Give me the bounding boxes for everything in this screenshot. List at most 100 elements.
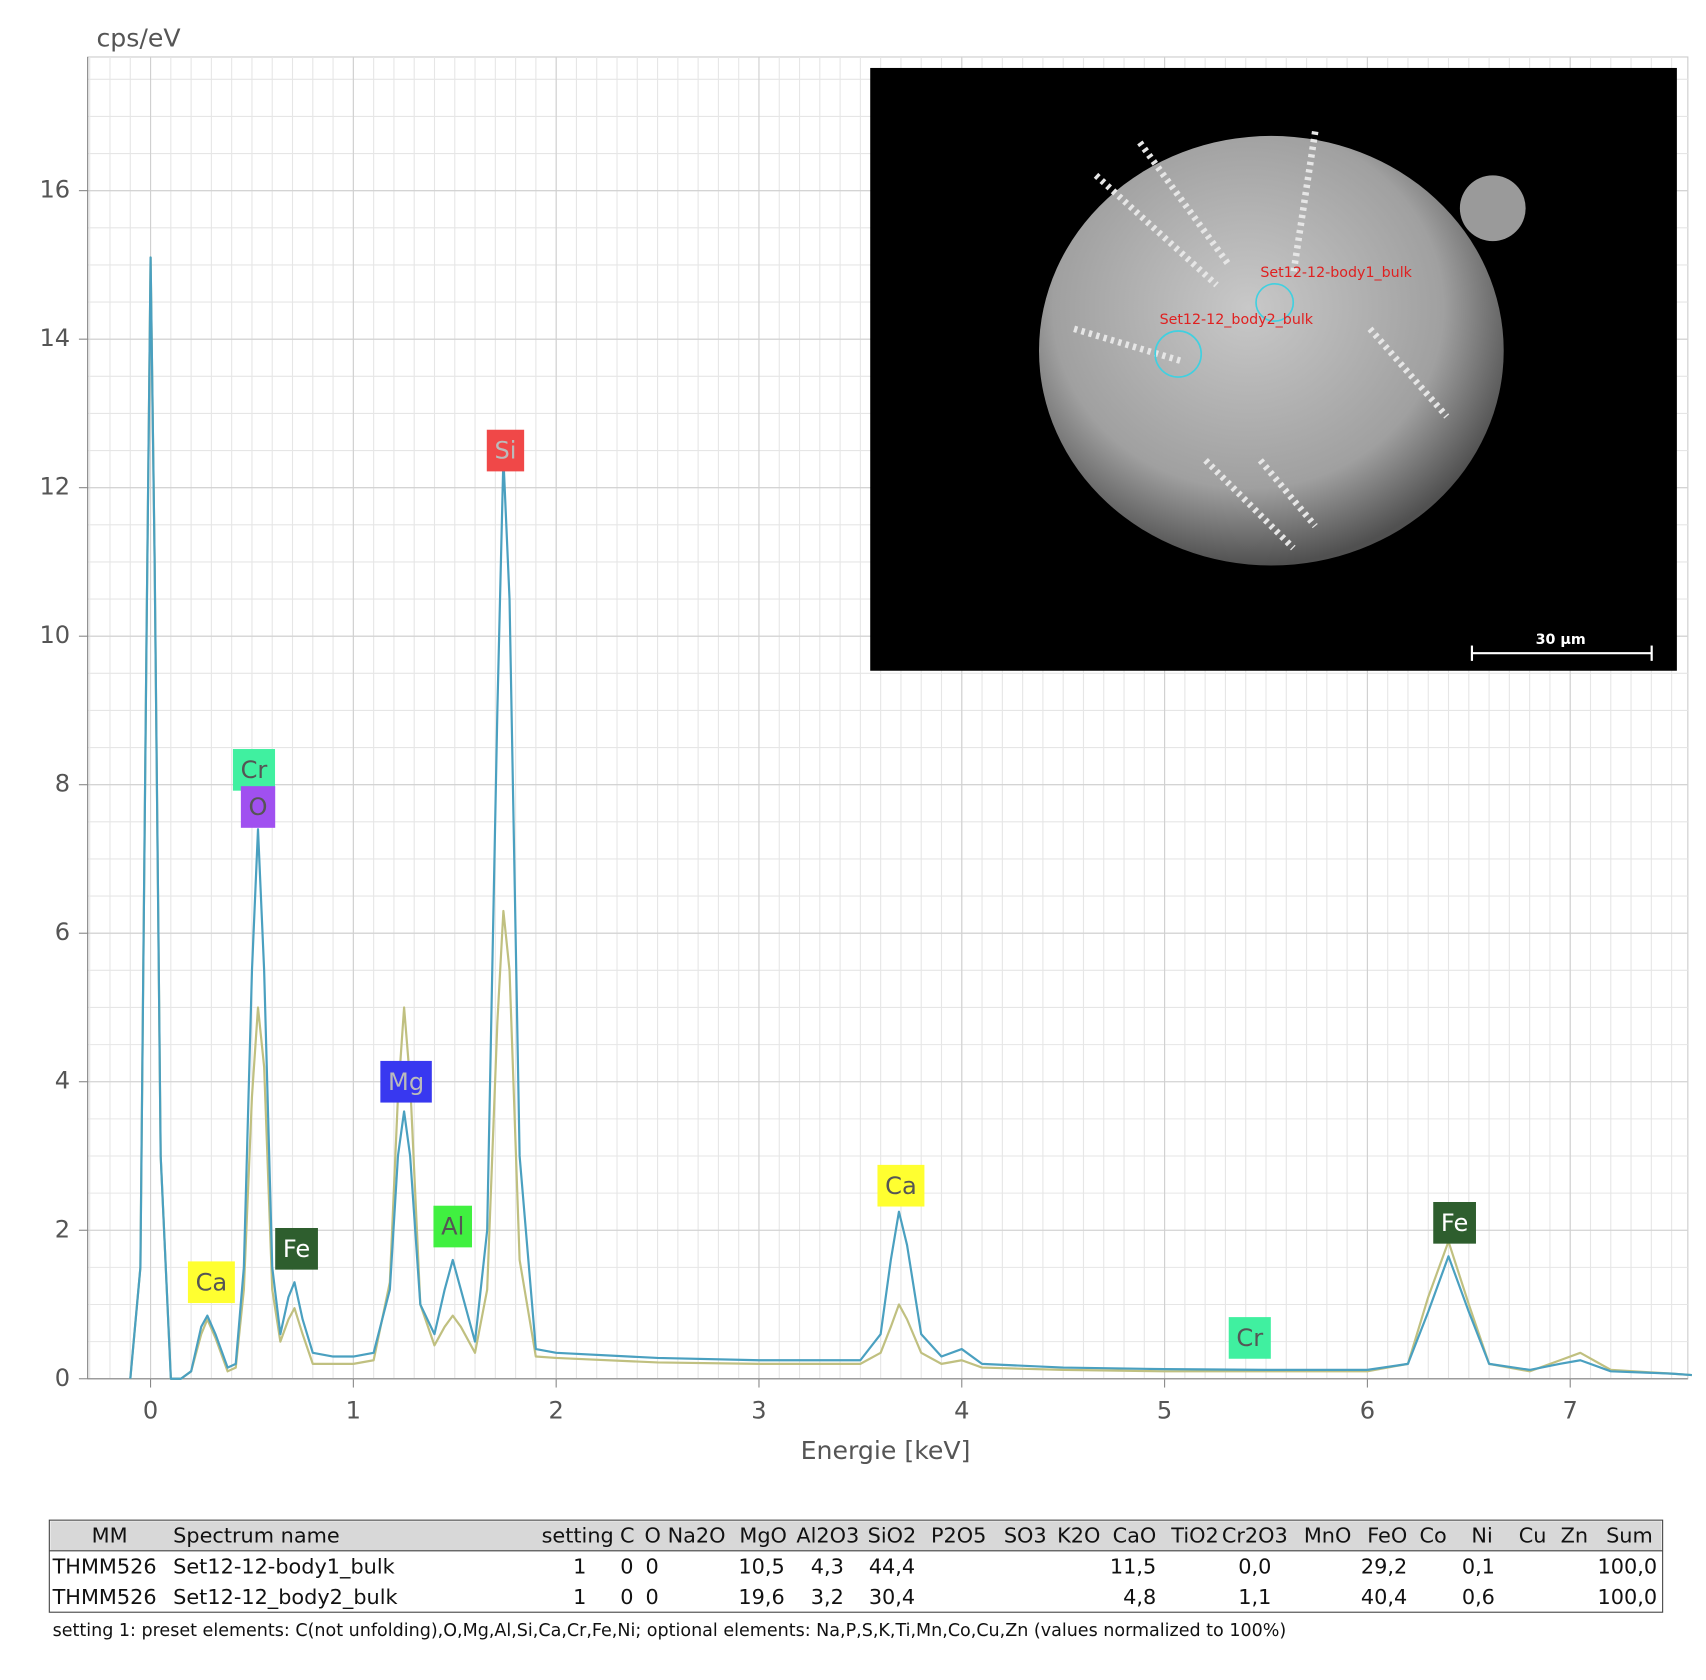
peak-label: Ca (885, 1172, 917, 1200)
x-tick-label: 1 (346, 1397, 361, 1425)
y-axis-label: cps/eV (96, 23, 181, 52)
table-cell: 100,0 (1598, 1554, 1658, 1578)
spot-circle (1154, 330, 1203, 378)
x-tick-label: 2 (548, 1397, 563, 1425)
table-header-cell: C (620, 1524, 635, 1548)
table-cell: THMM526 (52, 1554, 157, 1578)
table-cell: 0,6 (1462, 1585, 1495, 1609)
table-cell: 0 (620, 1585, 633, 1609)
table-header-bg (50, 1521, 1662, 1551)
table-header-cell: Sum (1606, 1524, 1653, 1548)
table-cell: 29,2 (1361, 1554, 1407, 1578)
peak-label-box (187, 1261, 235, 1304)
table-header-cell: setting (542, 1524, 614, 1548)
table-cell: 11,5 (1110, 1554, 1156, 1578)
table-header-cell: MnO (1304, 1524, 1352, 1548)
scale-bar-label: 30 µm (1536, 632, 1586, 648)
table-cell: 0 (645, 1585, 658, 1609)
x-tick-label: 0 (143, 1397, 158, 1425)
table-footnote: setting 1: preset elements: C(not unfold… (53, 1621, 1287, 1641)
table-cell: 100,0 (1598, 1585, 1658, 1609)
table-cell: 40,4 (1361, 1585, 1407, 1609)
peak-label-box (380, 1060, 432, 1103)
peak-label: Cr (1236, 1324, 1263, 1352)
table-cell: 19,6 (738, 1585, 784, 1609)
dendrites (1073, 131, 1450, 551)
table-header-cell: FeO (1367, 1524, 1407, 1548)
table-cell: 30,4 (869, 1585, 915, 1609)
peak-label-box (275, 1227, 318, 1270)
table-header-cell: Al2O3 (796, 1524, 859, 1548)
table-header-cell: SO3 (1004, 1524, 1047, 1548)
table-cell: 4,8 (1123, 1585, 1156, 1609)
sphere-bump (1459, 175, 1526, 242)
peak-label: Fe (283, 1235, 310, 1263)
peak-label-box (486, 429, 525, 472)
peak-label: Ca (196, 1268, 228, 1296)
y-tick-label: 2 (55, 1215, 70, 1243)
table-cell: 0 (645, 1554, 658, 1578)
x-tick-label: 4 (954, 1397, 969, 1425)
peak-label-box (877, 1164, 925, 1207)
table-cell: Set12-12-body1_bulk (173, 1554, 395, 1579)
peak-label: Si (494, 437, 516, 465)
peak-label-box (1228, 1317, 1271, 1359)
peak-label-box (232, 749, 276, 791)
y-tick-label: 6 (55, 918, 70, 946)
spectrum-line (129, 256, 1692, 1380)
peak-label-box (1433, 1202, 1476, 1244)
x-tick-label: 6 (1360, 1397, 1375, 1425)
table-header-cell: MM (92, 1524, 128, 1548)
table-header-cell: CaO (1113, 1524, 1157, 1548)
table-cell: Set12-12_body2_bulk (173, 1585, 397, 1610)
table-cell: 10,5 (738, 1554, 784, 1578)
table-cell: 1 (573, 1585, 586, 1609)
table-header-cell: K2O (1057, 1524, 1100, 1548)
peak-label: Mg (388, 1068, 424, 1096)
spot-label: Set12-12-body1_bulk (1260, 265, 1412, 281)
y-tick-label: 10 (39, 621, 70, 649)
inset-image: Set12-12-body1_bulk Set12-12_body2_bulk … (870, 67, 1677, 671)
x-tick-label: 7 (1563, 1397, 1578, 1425)
peak-label: O (249, 793, 268, 821)
y-tick-label: 8 (55, 770, 70, 798)
table-header-cell: Cu (1519, 1524, 1547, 1548)
peak-label: Cr (241, 756, 268, 784)
table-header-cell: Na2O (668, 1524, 726, 1548)
peak-label: Al (441, 1213, 464, 1241)
table-cell: 1,1 (1238, 1585, 1271, 1609)
table-cell: 1 (573, 1554, 586, 1578)
table-header-cell: P2O5 (931, 1524, 986, 1548)
spot-label: Set12-12_body2_bulk (1160, 312, 1314, 328)
spectrum-line (129, 256, 1692, 1380)
sphere (1039, 135, 1504, 566)
y-tick-label: 14 (39, 324, 70, 352)
x-axis-label: Energie [keV] (801, 1436, 971, 1465)
table-header-cell: Co (1419, 1524, 1446, 1548)
table-header-cell: Spectrum name (173, 1524, 340, 1548)
y-tick-label: 0 (55, 1364, 70, 1392)
y-tick-label: 12 (39, 473, 70, 501)
table-header-cell: Zn (1561, 1524, 1588, 1548)
x-tick-label: 5 (1157, 1397, 1172, 1425)
table-cell: 0,1 (1462, 1554, 1495, 1578)
table-border (48, 1519, 1664, 1613)
peak-label-box (240, 786, 276, 828)
table-header-cell: O (644, 1524, 660, 1548)
table: MM Spectrum name setting C O Na2O MgO Al2O3 SiO2… (48, 1519, 1664, 1613)
table-cell: 0,0 (1238, 1554, 1271, 1578)
table-cell: 3,2 (811, 1585, 844, 1609)
peak-label: Fe (1441, 1209, 1468, 1237)
table-cell: 4,3 (811, 1554, 844, 1578)
table-header-cell: Ni (1471, 1524, 1492, 1548)
y-tick-label: 4 (55, 1067, 70, 1095)
table-cell: 0 (620, 1554, 633, 1578)
table-header-cell: TiO2 (1170, 1524, 1218, 1548)
x-tick-label: 3 (751, 1397, 766, 1425)
peak-label-box (433, 1205, 473, 1248)
table-cell: THMM526 (52, 1585, 157, 1609)
table-header-cell: SiO2 (868, 1524, 917, 1548)
table-cell: 44,4 (869, 1554, 915, 1578)
